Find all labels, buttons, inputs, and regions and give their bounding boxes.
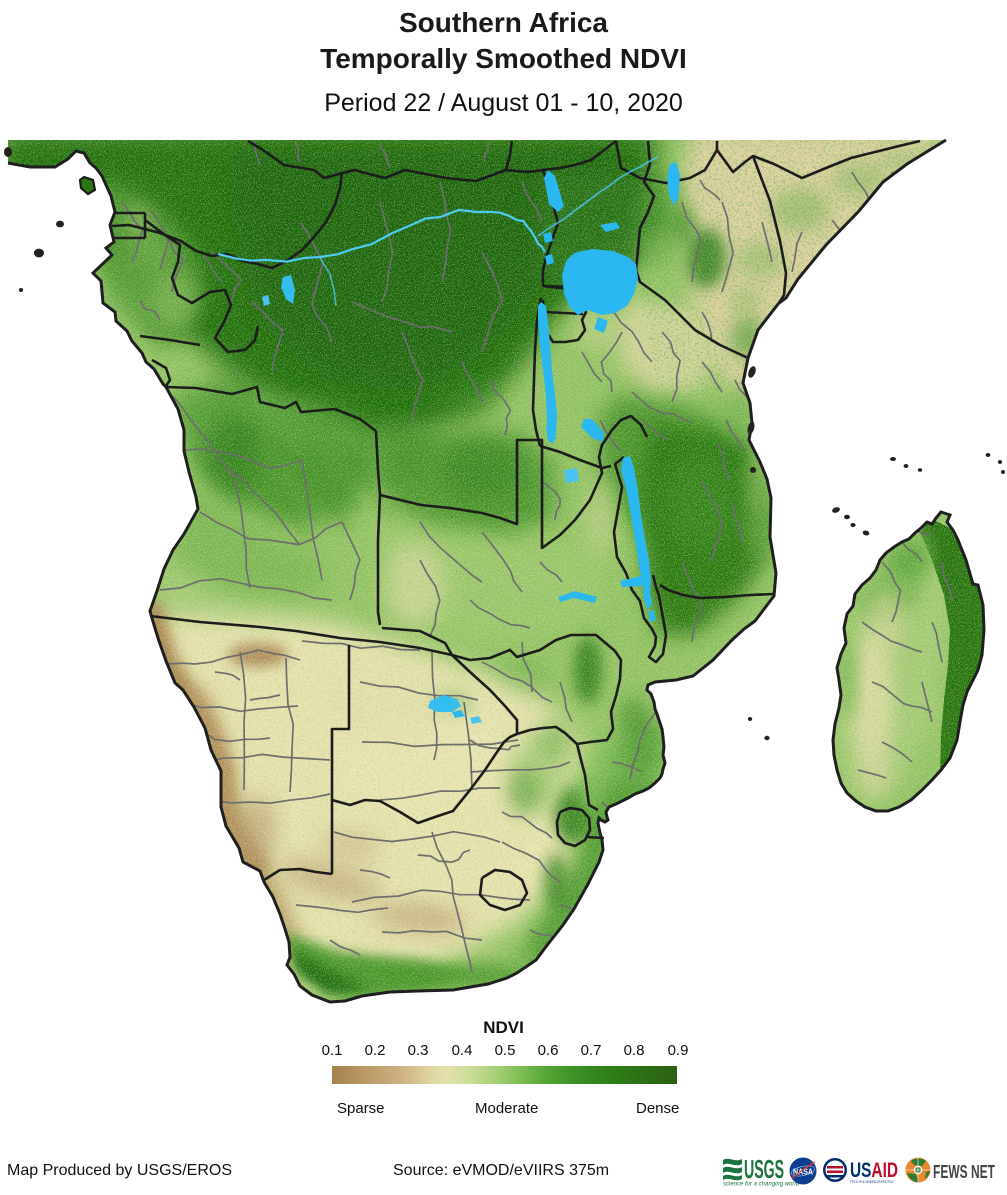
svg-text:FEWS NET: FEWS NET [933, 1162, 995, 1182]
svg-text:science for a changing world: science for a changing world [723, 1182, 800, 1188]
svg-text:NASA: NASA [793, 1167, 813, 1177]
svg-text:USAID: USAID [850, 1159, 898, 1182]
svg-text:FROM THE AMERICAN PEOPLE: FROM THE AMERICAN PEOPLE [850, 1179, 894, 1184]
svg-text:USGS: USGS [744, 1154, 784, 1184]
